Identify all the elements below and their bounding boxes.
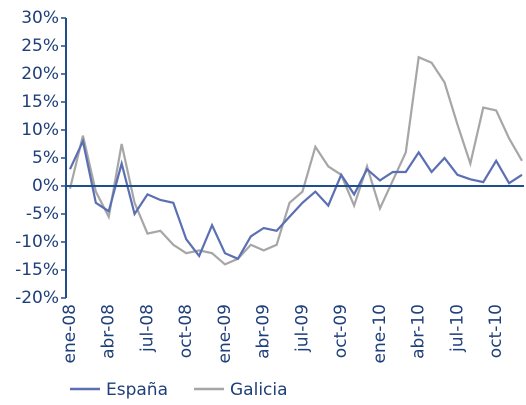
- y-tick-label: -20%: [15, 288, 59, 308]
- x-tick-label: jul-08: [137, 304, 157, 353]
- y-tick-label: 15%: [21, 92, 59, 112]
- x-tick-label: abr-08: [99, 304, 119, 359]
- x-tick-label: ene-09: [215, 304, 235, 363]
- legend-label: España: [106, 380, 168, 400]
- y-tick-label: 0%: [32, 176, 59, 196]
- y-tick-label: 10%: [21, 120, 59, 140]
- y-tick-label: -5%: [26, 204, 59, 224]
- x-tick-label: jul-09: [292, 304, 312, 353]
- line-series: [68, 55, 523, 266]
- y-tick-label: -15%: [15, 260, 59, 280]
- y-tick-label: 5%: [32, 148, 59, 168]
- y-tick-label: 25%: [21, 36, 59, 56]
- y-tick-label: -10%: [15, 232, 59, 252]
- x-tick-label: ene-08: [60, 304, 80, 363]
- legend-label: Galicia: [230, 380, 288, 400]
- line-series: [69, 137, 523, 261]
- y-tick-label: 20%: [21, 64, 59, 84]
- x-tick-label: jul-10: [447, 304, 467, 353]
- x-tick-label: oct-10: [486, 304, 506, 358]
- x-tick-label: abr-09: [254, 304, 274, 359]
- x-tick-label: oct-08: [176, 304, 196, 358]
- y-tick-label: 30%: [21, 8, 59, 28]
- x-tick-label: oct-09: [331, 304, 351, 358]
- x-tick-label: ene-10: [370, 304, 390, 363]
- x-tick-label: abr-10: [409, 304, 429, 359]
